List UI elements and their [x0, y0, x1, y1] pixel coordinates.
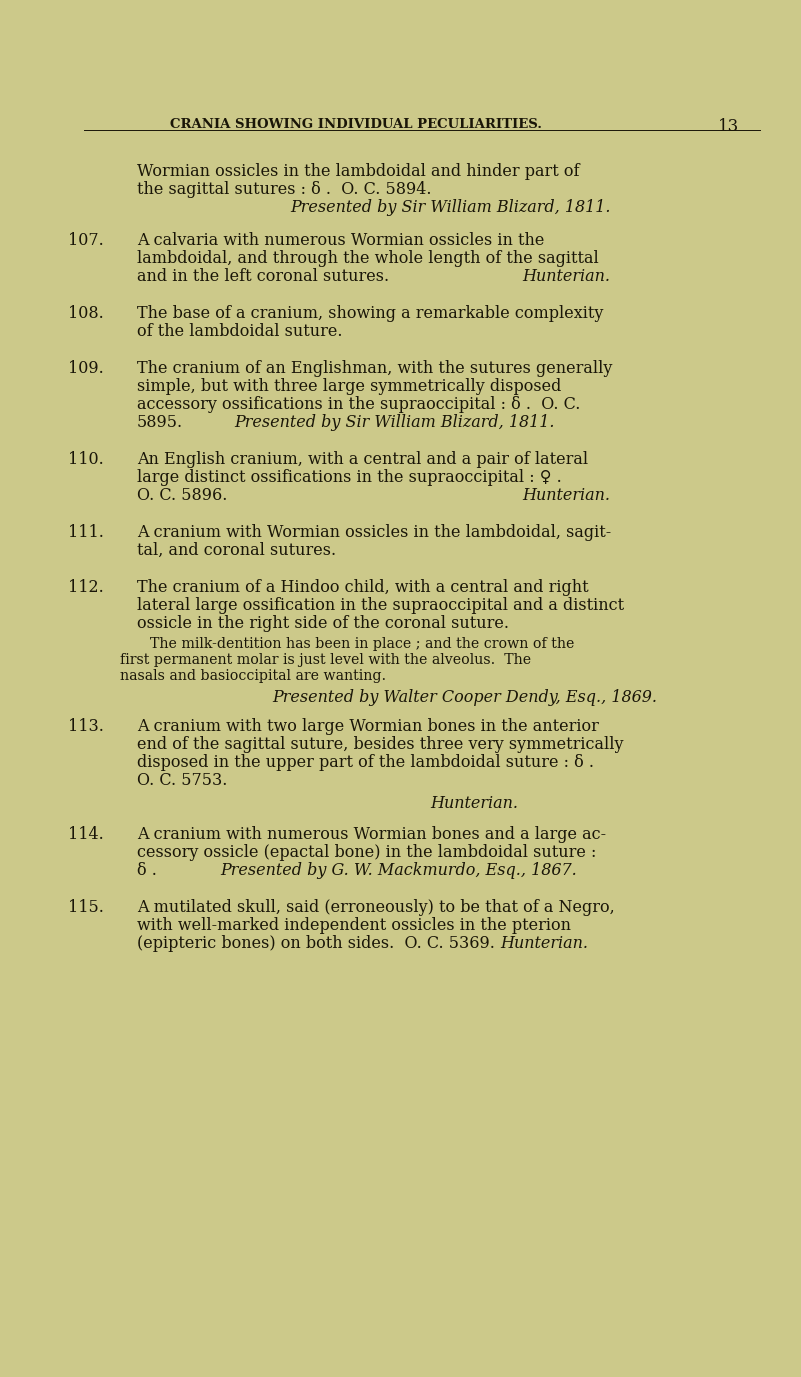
- Text: lambdoidal, and through the whole length of the sagittal: lambdoidal, and through the whole length…: [137, 251, 599, 267]
- Text: accessory ossifications in the supraoccipital : δ .  O. C.: accessory ossifications in the supraocci…: [137, 397, 581, 413]
- Text: A cranium with Wormian ossicles in the lambdoidal, sagit-: A cranium with Wormian ossicles in the l…: [137, 525, 611, 541]
- Text: The milk-dentition has been in place ; and the crown of the: The milk-dentition has been in place ; a…: [150, 638, 574, 651]
- Text: ossicle in the right side of the coronal suture.: ossicle in the right side of the coronal…: [137, 616, 509, 632]
- Text: 112.: 112.: [68, 578, 104, 596]
- Text: A calvaria with numerous Wormian ossicles in the: A calvaria with numerous Wormian ossicle…: [137, 231, 545, 249]
- Text: first permanent molar is just level with the alveolus.  The: first permanent molar is just level with…: [120, 653, 531, 666]
- Text: O. C. 5896.: O. C. 5896.: [137, 487, 227, 504]
- Text: 110.: 110.: [68, 452, 104, 468]
- Text: O. C. 5753.: O. C. 5753.: [137, 772, 227, 789]
- Text: CRANIA SHOWING INDIVIDUAL PECULIARITIES.: CRANIA SHOWING INDIVIDUAL PECULIARITIES.: [170, 118, 542, 131]
- Text: lateral large ossification in the supraoccipital and a distinct: lateral large ossification in the suprao…: [137, 598, 624, 614]
- Text: Hunterian.: Hunterian.: [522, 269, 610, 285]
- Text: 109.: 109.: [68, 359, 104, 377]
- Text: the sagittal sutures : δ .  O. C. 5894.: the sagittal sutures : δ . O. C. 5894.: [137, 180, 432, 198]
- Text: 113.: 113.: [68, 717, 104, 735]
- Text: The base of a cranium, showing a remarkable complexity: The base of a cranium, showing a remarka…: [137, 304, 603, 322]
- Text: Hunterian.: Hunterian.: [500, 935, 588, 952]
- Text: An English cranium, with a central and a pair of lateral: An English cranium, with a central and a…: [137, 452, 588, 468]
- Text: nasals and basioccipital are wanting.: nasals and basioccipital are wanting.: [120, 669, 386, 683]
- Text: A cranium with numerous Wormian bones and a large ac-: A cranium with numerous Wormian bones an…: [137, 826, 606, 843]
- Text: 111.: 111.: [68, 525, 104, 541]
- Text: 115.: 115.: [68, 899, 104, 916]
- Text: Presented by Walter Cooper Dendy, Esq., 1869.: Presented by Walter Cooper Dendy, Esq., …: [272, 688, 657, 706]
- Text: large distinct ossifications in the supraoccipital : ♀ .: large distinct ossifications in the supr…: [137, 470, 562, 486]
- Text: The cranium of a Hindoo child, with a central and right: The cranium of a Hindoo child, with a ce…: [137, 578, 589, 596]
- Text: end of the sagittal suture, besides three very symmetrically: end of the sagittal suture, besides thre…: [137, 735, 623, 753]
- Text: tal, and coronal sutures.: tal, and coronal sutures.: [137, 543, 336, 559]
- Text: The cranium of an Englishman, with the sutures generally: The cranium of an Englishman, with the s…: [137, 359, 613, 377]
- Text: Wormian ossicles in the lambdoidal and hinder part of: Wormian ossicles in the lambdoidal and h…: [137, 162, 579, 180]
- Text: A cranium with two large Wormian bones in the anterior: A cranium with two large Wormian bones i…: [137, 717, 599, 735]
- Text: 107.: 107.: [68, 231, 104, 249]
- Text: with well-marked independent ossicles in the pterion: with well-marked independent ossicles in…: [137, 917, 571, 934]
- Text: Presented by Sir William Blizard, 1811.: Presented by Sir William Blizard, 1811.: [234, 414, 554, 431]
- Text: δ .: δ .: [137, 862, 157, 879]
- Text: disposed in the upper part of the lambdoidal suture : δ .: disposed in the upper part of the lambdo…: [137, 755, 594, 771]
- Text: Presented by Sir William Blizard, 1811.: Presented by Sir William Blizard, 1811.: [290, 200, 610, 216]
- Text: 108.: 108.: [68, 304, 104, 322]
- Text: Presented by G. W. Mackmurdo, Esq., 1867.: Presented by G. W. Mackmurdo, Esq., 1867…: [220, 862, 577, 879]
- Text: 114.: 114.: [68, 826, 104, 843]
- Text: 13: 13: [718, 118, 739, 135]
- Text: and in the left coronal sutures.: and in the left coronal sutures.: [137, 269, 389, 285]
- Text: 5895.: 5895.: [137, 414, 183, 431]
- Text: (epipteric bones) on both sides.  O. C. 5369.: (epipteric bones) on both sides. O. C. 5…: [137, 935, 495, 952]
- Text: A mutilated skull, said (erroneously) to be that of a Negro,: A mutilated skull, said (erroneously) to…: [137, 899, 614, 916]
- Text: Hunterian.: Hunterian.: [430, 795, 518, 812]
- Text: simple, but with three large symmetrically disposed: simple, but with three large symmetrical…: [137, 379, 562, 395]
- Text: Hunterian.: Hunterian.: [522, 487, 610, 504]
- Text: cessory ossicle (epactal bone) in the lambdoidal suture :: cessory ossicle (epactal bone) in the la…: [137, 844, 597, 861]
- Text: of the lambdoidal suture.: of the lambdoidal suture.: [137, 324, 343, 340]
